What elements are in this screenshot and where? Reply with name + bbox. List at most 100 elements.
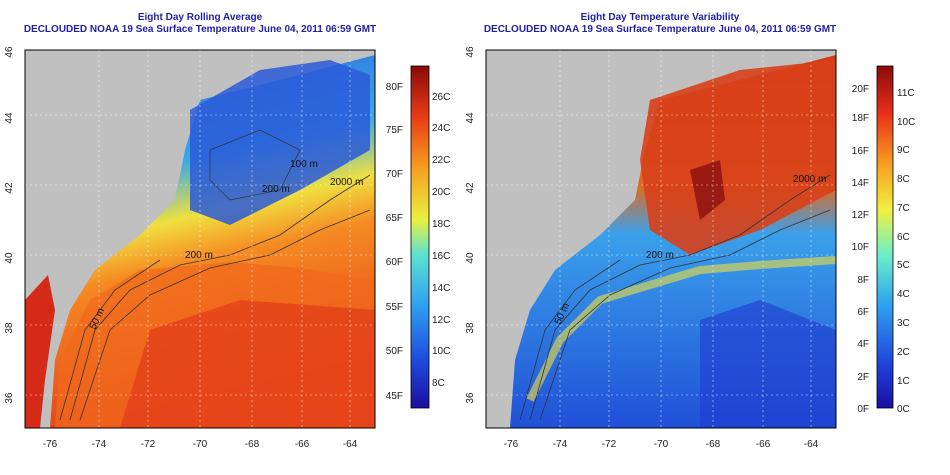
right-x-tick-label: -68	[706, 439, 721, 450]
colorbar-label: 50F	[386, 346, 403, 357]
right-x-tick-label: -76	[504, 439, 519, 450]
left-panel-subtitle: DECLOUDED NOAA 19 Sea Surface Temperatur…	[23, 24, 377, 35]
right-x-tick-label: -66	[756, 439, 771, 450]
colorbar-label: 3C	[897, 318, 910, 329]
left-colorbar-gradient	[410, 65, 430, 409]
right-map-low-variability	[700, 300, 836, 428]
left-x-tick-label: -76	[43, 439, 58, 450]
left-map: 200 m 2000 m 50 m 100 m 200 m	[24, 49, 376, 429]
colorbar-label: 9C	[897, 145, 910, 156]
colorbar-label: 10C	[897, 117, 915, 128]
right-y-tick-label: 46	[465, 46, 476, 58]
colorbar-label: 14F	[852, 178, 869, 189]
right-x-tick-label: -74	[553, 439, 568, 450]
colorbar-label: 0C	[897, 404, 910, 415]
colorbar-label: 2F	[857, 372, 869, 383]
right-x-axis: -76 -74 -72 -70 -68 -66 -64	[504, 439, 819, 450]
colorbar-label: 11C	[897, 88, 915, 99]
colorbar-label: 18F	[852, 113, 869, 124]
right-map-contour-2000m	[539, 209, 831, 421]
colorbar-label: 65F	[386, 213, 403, 224]
left-x-tick-label: -72	[141, 439, 156, 450]
colorbar-label: 6F	[857, 307, 869, 318]
right-y-tick-label: 44	[465, 112, 476, 124]
right-colorbar-c-labels: 0C 1C 2C 3C 4C 5C 6C 7C 8C 9C 10C 11C	[897, 88, 915, 415]
left-y-tick-label: 38	[4, 322, 15, 334]
right-y-tick-label: 40	[465, 252, 476, 264]
left-y-tick-label: 40	[4, 252, 15, 264]
left-y-tick-label: 44	[4, 112, 15, 124]
colorbar-label: 18C	[432, 219, 450, 230]
left-map-contour-200m	[69, 174, 371, 421]
right-y-tick-label: 38	[465, 322, 476, 334]
left-x-tick-label: -74	[92, 439, 107, 450]
left-colorbar: 45F 50F 55F 60F 65F 70F 75F 80F 8C 10C 1…	[386, 65, 450, 409]
right-x-tick-label: -70	[654, 439, 669, 450]
left-x-tick-label: -70	[193, 439, 208, 450]
left-map-warm-core	[120, 300, 375, 428]
colorbar-label: 8F	[857, 275, 869, 286]
colorbar-label: 4C	[897, 289, 910, 300]
left-x-tick-label: -64	[343, 439, 358, 450]
left-map-gulf-of-maine	[190, 60, 370, 225]
colorbar-label: 14C	[432, 283, 450, 294]
colorbar-label: 8C	[897, 174, 910, 185]
left-map-contour-label-200m: 200 m	[185, 250, 213, 261]
colorbar-label: 45F	[386, 391, 403, 402]
left-colorbar-c-labels: 8C 10C 12C 14C 16C 18C 20C 22C 24C 26C	[432, 92, 450, 389]
right-map-contour-200m	[529, 174, 831, 421]
colorbar-label: 26C	[432, 92, 450, 103]
left-x-tick-label: -68	[245, 439, 260, 450]
right-panel-title: Eight Day Temperature Variability	[580, 12, 740, 23]
colorbar-label: 7C	[897, 203, 910, 214]
colorbar-label: 16C	[432, 251, 450, 262]
right-colorbar-f-labels: 0F 2F 4F 6F 8F 10F 12F 14F 16F 18F 20F	[852, 84, 869, 415]
left-map-coastal-strip	[25, 275, 55, 428]
colorbar-label: 60F	[386, 257, 403, 268]
right-y-axis: 36 38 40 42 44 46	[465, 46, 476, 404]
left-y-tick-label: 46	[4, 46, 15, 58]
left-map-contour-label-200m-b: 200 m	[262, 184, 290, 195]
right-map-grid	[486, 50, 836, 428]
right-map-contour-label-200m: 200 m	[646, 250, 674, 261]
colorbar-label: 12F	[852, 210, 869, 221]
right-x-tick-label: -72	[602, 439, 617, 450]
right-map: 200 m 2000 m 50 m	[485, 49, 837, 429]
left-x-axis: -76 -74 -72 -70 -68 -66 -64	[43, 439, 358, 450]
left-map-contour-50m	[59, 259, 161, 421]
right-map-contour-label-2000m: 2000 m	[793, 174, 826, 185]
left-map-contour-100m	[209, 129, 301, 201]
colorbar-label: 2C	[897, 347, 910, 358]
right-y-tick-label: 36	[465, 392, 476, 404]
colorbar-label: 80F	[386, 82, 403, 93]
right-map-peak-variability	[690, 160, 725, 220]
colorbar-label: 55F	[386, 302, 403, 313]
colorbar-label: 1C	[897, 376, 910, 387]
left-map-contour-2000m	[79, 209, 371, 421]
left-panel-title: Eight Day Rolling Average	[137, 12, 263, 23]
left-x-tick-label: -66	[295, 439, 310, 450]
colorbar-label: 70F	[386, 169, 403, 180]
left-map-contour-label-100m: 100 m	[290, 159, 318, 170]
right-colorbar: 0F 2F 4F 6F 8F 10F 12F 14F 16F 18F 20F 0…	[852, 65, 915, 415]
right-map-high-variability	[640, 60, 836, 255]
colorbar-label: 6C	[897, 232, 910, 243]
colorbar-label: 24C	[432, 123, 450, 134]
colorbar-label: 16F	[852, 146, 869, 157]
left-map-contour-label-2000m: 2000 m	[330, 177, 363, 188]
left-y-tick-label: 36	[4, 392, 15, 404]
colorbar-label: 10C	[432, 346, 450, 357]
colorbar-label: 8C	[432, 378, 445, 389]
colorbar-label: 10F	[852, 242, 869, 253]
left-map-grid	[25, 50, 375, 428]
left-map-frame	[24, 49, 376, 429]
colorbar-label: 20C	[432, 187, 450, 198]
left-y-axis: 36 38 40 42 44 46	[4, 46, 15, 404]
right-y-tick-label: 42	[465, 182, 476, 194]
right-x-tick-label: -64	[804, 439, 819, 450]
colorbar-label: 0F	[857, 404, 869, 415]
left-y-tick-label: 42	[4, 182, 15, 194]
colorbar-label: 20F	[852, 84, 869, 95]
colorbar-label: 22C	[432, 155, 450, 166]
